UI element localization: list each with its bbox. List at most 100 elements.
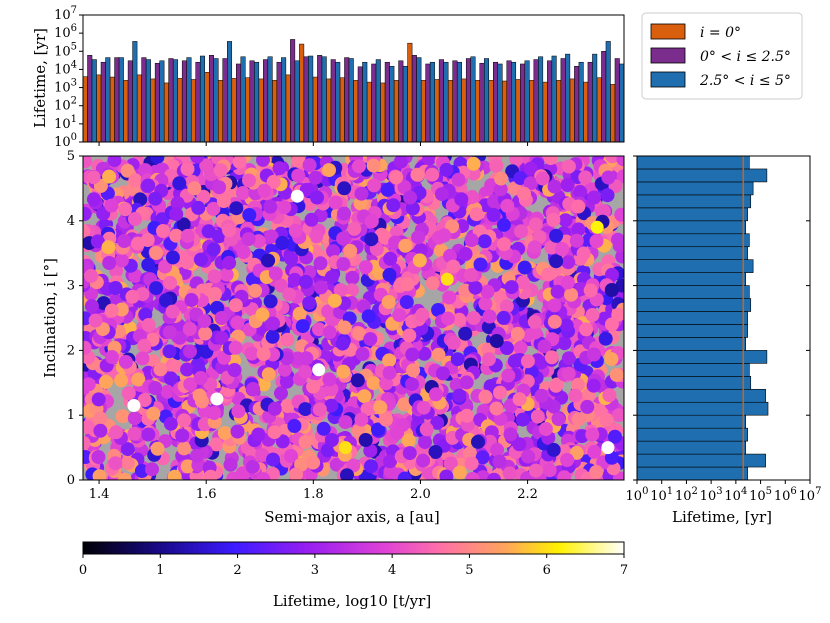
scatter-point — [475, 450, 490, 465]
scatter-point — [542, 463, 557, 478]
scatter-point — [477, 234, 492, 249]
top-ytick-label: 103 — [54, 78, 77, 96]
scatter-point — [500, 198, 515, 213]
scatter-point — [547, 314, 562, 329]
scatter-point — [605, 267, 619, 282]
scatter-point — [352, 159, 366, 174]
scatter-point — [604, 317, 619, 332]
scatter-point — [298, 274, 313, 289]
scatter-point — [587, 347, 601, 362]
scatter-point — [207, 269, 222, 284]
scatter-point — [177, 413, 192, 428]
scatter-point — [84, 299, 99, 314]
top-bar — [493, 61, 499, 143]
scatter-point — [180, 459, 195, 474]
scatter-point — [175, 428, 190, 443]
scatter-point — [108, 456, 123, 471]
scatter-point — [602, 388, 617, 403]
top-bar — [82, 76, 88, 143]
main-xtick-label: 2.0 — [410, 487, 431, 502]
scatter-point — [559, 318, 574, 333]
top-bar — [538, 56, 544, 143]
scatter-point — [88, 313, 103, 328]
scatter-point — [549, 378, 563, 393]
scatter-point — [416, 453, 431, 468]
top-bar — [136, 74, 142, 143]
main-xtick-label: 2.2 — [517, 487, 538, 502]
top-bar — [294, 60, 300, 143]
top-bar — [542, 81, 548, 143]
scatter-point — [153, 362, 168, 377]
scatter-point — [327, 293, 342, 308]
top-bar — [411, 55, 417, 143]
scatter-point — [309, 229, 324, 244]
right-bar — [636, 233, 750, 248]
right-xticks-group: 100 101 102 103 104 105 106 107 — [626, 155, 821, 504]
scatter-point — [496, 310, 511, 325]
scatter-point — [569, 233, 584, 248]
scatter-point — [528, 217, 543, 232]
scatter-point — [246, 382, 261, 396]
right-xtick-label: 106 — [774, 486, 797, 504]
scatter-point — [478, 389, 493, 404]
scatter-point — [170, 196, 185, 211]
scatter-point — [336, 364, 351, 379]
scatter-point — [158, 259, 173, 274]
scatter-point — [272, 161, 287, 176]
top-bar — [371, 63, 377, 143]
scatter-point — [383, 464, 398, 479]
top-bar — [145, 59, 151, 143]
top-bar — [290, 39, 296, 143]
top-bar — [123, 80, 129, 143]
scatter-point — [527, 240, 542, 255]
top-bar — [263, 59, 269, 143]
scatter-point — [128, 173, 143, 188]
top-ytick-label: 101 — [54, 114, 77, 132]
scatter-point — [437, 228, 452, 243]
scatter-point — [468, 280, 483, 295]
scatter-point — [141, 427, 156, 442]
scatter-point — [412, 253, 427, 268]
top-bar — [474, 80, 480, 143]
scatter-point — [561, 351, 576, 366]
scatter-point — [560, 275, 575, 290]
scatter-point — [244, 302, 259, 317]
colorbar-tick-label: 0 — [79, 563, 87, 578]
scatter-point — [450, 352, 465, 367]
scatter-point — [397, 180, 412, 194]
right-xtick-label: 103 — [700, 486, 723, 504]
top-bar — [168, 58, 174, 143]
scatter-point — [398, 238, 413, 253]
scatter-point — [543, 156, 558, 166]
scatter-point — [442, 290, 457, 305]
scatter-point — [83, 420, 95, 435]
scatter-point — [615, 249, 624, 264]
scatter-point — [275, 236, 290, 250]
top-bar — [461, 78, 467, 143]
top-bar — [483, 58, 489, 143]
top-bar — [438, 59, 444, 143]
main-ytick-label: 5 — [67, 149, 75, 164]
main-ylabel: Inclination, i [°] — [41, 258, 59, 378]
scatter-point — [578, 170, 593, 185]
scatter-point — [279, 374, 294, 389]
scatter-point — [121, 386, 136, 401]
top-bar — [181, 60, 187, 143]
scatter-point — [579, 322, 594, 337]
scatter-point — [517, 260, 532, 275]
legend-swatch-i0 — [650, 23, 686, 40]
scatter-point — [337, 206, 351, 221]
top-bar — [601, 51, 607, 143]
top-bar — [551, 55, 557, 143]
scatter-point — [193, 252, 208, 267]
scatter-point — [83, 156, 93, 169]
top-bar — [339, 77, 345, 143]
scatter-point — [203, 469, 218, 480]
scatter-point — [257, 183, 272, 198]
scatter-point — [206, 201, 221, 216]
scatter-point — [148, 191, 163, 206]
scatter-point — [527, 314, 542, 329]
scatter-point — [537, 339, 552, 354]
scatter-point — [425, 167, 440, 182]
scatter-point — [322, 325, 337, 340]
